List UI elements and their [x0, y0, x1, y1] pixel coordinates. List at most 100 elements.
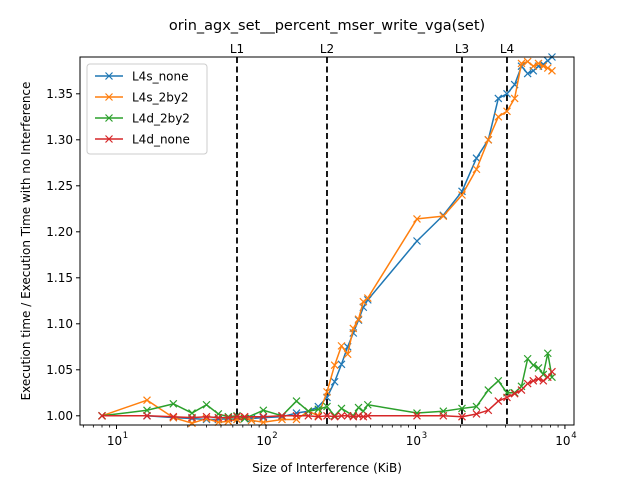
x-tick-exponent: 1: [123, 431, 128, 441]
data-point: [330, 411, 339, 420]
legend-label: L4s_2by2: [132, 91, 189, 105]
data-point: [523, 69, 532, 78]
data-point: [354, 315, 363, 324]
data-point: [503, 89, 511, 98]
legend-swatch-marker: [105, 114, 113, 122]
data-point: [337, 360, 346, 369]
y-tick-label: 1.10: [46, 317, 73, 331]
legend: L4s_none L4s_2by2 L4d_2by2 L4d_none: [86, 63, 208, 155]
data-point: [439, 212, 448, 221]
data-point: [214, 413, 223, 422]
legend-label: L4d_2by2: [132, 112, 190, 126]
data-point: [343, 350, 352, 359]
data-point: [169, 413, 178, 422]
data-point: [510, 94, 519, 103]
data-point: [330, 361, 339, 370]
legend-swatch-marker: [105, 135, 113, 143]
data-point: [539, 62, 548, 71]
data-point: [169, 399, 178, 408]
x-tick-label: 10: [107, 434, 122, 448]
data-point: [337, 404, 346, 413]
data-point: [143, 406, 151, 415]
data-point: [484, 406, 493, 415]
data-point: [240, 412, 249, 421]
data-point: [354, 403, 363, 412]
data-point: [363, 295, 372, 304]
y-tick-label: 1.35: [46, 87, 73, 101]
data-point: [292, 411, 301, 420]
x-tick-label: 10: [256, 434, 271, 448]
legend-item-L4d_2by2: L4d_2by2: [95, 112, 190, 126]
data-point: [314, 411, 323, 420]
data-point: [363, 411, 372, 420]
data-point: [523, 379, 532, 388]
data-point: [314, 405, 323, 414]
data-point: [233, 412, 241, 421]
legend-item-L4d_none: L4d_none: [95, 133, 190, 147]
data-point: [278, 411, 286, 420]
data-point: [337, 341, 346, 350]
data-point: [224, 413, 233, 422]
vline-label-l1: L1: [230, 42, 244, 56]
data-point: [143, 411, 151, 420]
data-point: [224, 412, 233, 421]
x-tick-label: 10: [406, 434, 421, 448]
data-point: [494, 397, 503, 406]
legend-box: [86, 63, 208, 155]
y-tick-label: 1.30: [46, 133, 73, 147]
vline-label-l2: L2: [320, 42, 334, 56]
data-point: [439, 411, 448, 420]
data-point: [548, 66, 556, 75]
data-point: [233, 411, 241, 420]
data-point: [413, 411, 421, 420]
legend-swatch-marker: [105, 72, 113, 80]
vline-label-l3: L3: [455, 42, 469, 56]
data-point: [523, 57, 532, 66]
chart-title: orin_agx_set__percent_mser_write_vga(set…: [169, 18, 485, 34]
data-point: [472, 402, 481, 411]
data-point: [292, 415, 301, 424]
x-tick-exponent: 3: [422, 431, 427, 441]
data-point: [323, 387, 331, 396]
y-tick-label: 1.20: [46, 225, 73, 239]
data-point: [484, 386, 493, 394]
data-point: [188, 413, 196, 422]
data-point: [292, 397, 301, 406]
data-point: [143, 396, 151, 405]
series-layer: [98, 53, 556, 428]
data-point: [169, 412, 178, 421]
data-point: [458, 187, 466, 196]
data-point: [337, 411, 346, 420]
data-point: [278, 415, 286, 424]
x-tick-exponent: 4: [571, 431, 576, 441]
data-point: [534, 364, 543, 372]
data-point: [523, 354, 532, 363]
data-point: [472, 165, 481, 174]
data-point: [214, 410, 223, 418]
data-point: [543, 373, 552, 382]
y-tick-label: 1.15: [46, 271, 73, 285]
cache-level-lines: L1 L2 L3 L4: [230, 42, 514, 425]
legend-label: L4d_none: [132, 133, 190, 147]
data-point: [503, 393, 511, 402]
data-point: [484, 135, 493, 144]
data-point: [510, 389, 519, 398]
data-point: [503, 107, 511, 116]
legend-item-L4s_2by2: L4s_2by2: [95, 91, 189, 105]
data-point: [517, 386, 526, 394]
vline-label-l4: L4: [500, 42, 514, 56]
x-tick-exponent: 2: [272, 431, 277, 441]
data-point: [363, 294, 372, 302]
data-point: [259, 406, 268, 415]
data-point: [349, 324, 358, 333]
data-point: [543, 349, 552, 358]
data-point: [543, 64, 552, 72]
data-point: [98, 411, 106, 420]
data-point: [529, 62, 538, 71]
data-point: [458, 412, 466, 421]
data-point: [259, 412, 268, 421]
y-tick-label: 1.05: [46, 363, 73, 377]
